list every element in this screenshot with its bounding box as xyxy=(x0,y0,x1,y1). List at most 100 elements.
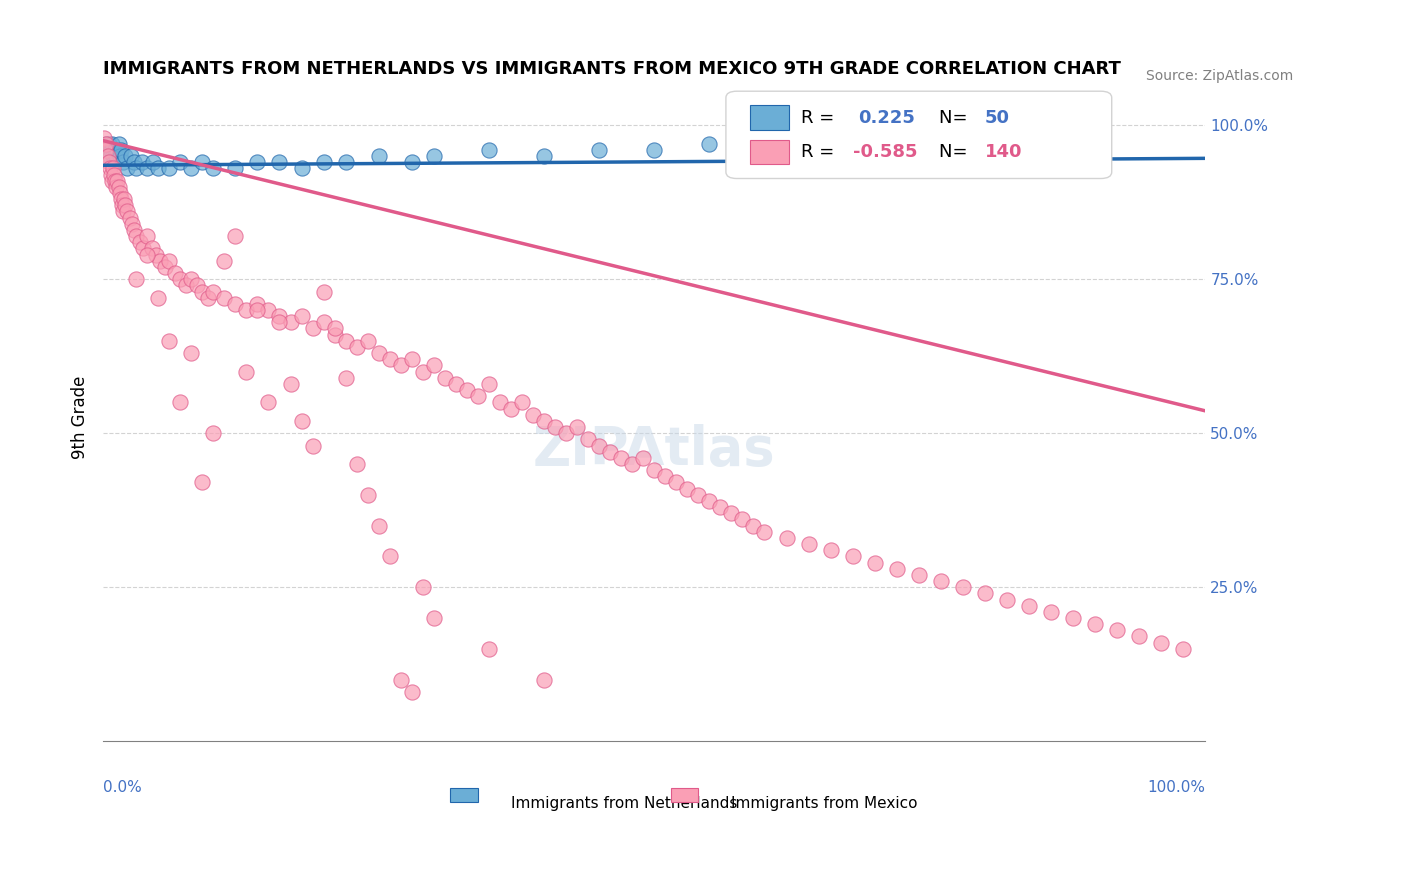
Text: Immigrants from Mexico: Immigrants from Mexico xyxy=(731,797,918,811)
Point xyxy=(863,556,886,570)
Point xyxy=(104,174,127,188)
Point xyxy=(111,155,134,169)
Point xyxy=(169,155,191,169)
Point xyxy=(224,161,246,176)
Point xyxy=(117,161,139,176)
Point xyxy=(132,241,155,255)
Point xyxy=(125,272,148,286)
Text: R =: R = xyxy=(801,143,839,161)
Point xyxy=(96,136,118,151)
Point xyxy=(142,155,165,169)
Point xyxy=(290,414,312,428)
Point xyxy=(290,161,312,176)
Point xyxy=(389,673,412,687)
Point xyxy=(235,365,257,379)
Point xyxy=(929,574,952,588)
Point xyxy=(280,376,302,391)
Point xyxy=(335,155,357,169)
Point xyxy=(633,450,655,465)
Point xyxy=(433,371,456,385)
Point xyxy=(533,149,555,163)
Point xyxy=(111,204,134,219)
Point xyxy=(699,136,721,151)
Point xyxy=(533,673,555,687)
Point xyxy=(257,395,280,409)
Text: 0.225: 0.225 xyxy=(858,110,915,128)
Point xyxy=(886,562,908,576)
Point xyxy=(125,229,148,244)
Point xyxy=(122,223,145,237)
Point xyxy=(907,567,929,582)
Point xyxy=(1084,617,1107,632)
Point xyxy=(169,395,191,409)
Point xyxy=(107,136,129,151)
Point xyxy=(202,161,225,176)
Point xyxy=(754,136,776,151)
Text: -0.585: -0.585 xyxy=(852,143,917,161)
Point xyxy=(522,408,544,422)
Point xyxy=(107,179,129,194)
Point xyxy=(301,438,323,452)
Point xyxy=(478,143,501,157)
Point xyxy=(323,321,346,335)
Point xyxy=(108,149,131,163)
Point xyxy=(643,463,665,477)
Point xyxy=(157,334,180,348)
Point xyxy=(478,641,501,656)
Point xyxy=(148,291,170,305)
Point xyxy=(1062,611,1084,625)
Point xyxy=(699,494,721,508)
Point xyxy=(108,186,131,200)
Point xyxy=(141,241,163,255)
Point xyxy=(918,136,941,151)
Point xyxy=(163,266,186,280)
Point xyxy=(100,143,122,157)
Point xyxy=(312,285,335,299)
Point xyxy=(105,149,128,163)
Point xyxy=(621,457,644,471)
Point xyxy=(149,253,172,268)
Point xyxy=(533,414,555,428)
Point xyxy=(169,272,191,286)
Point xyxy=(335,371,357,385)
Point xyxy=(93,130,115,145)
Point xyxy=(110,192,132,206)
Text: N=: N= xyxy=(939,143,973,161)
Point xyxy=(96,149,118,163)
Point xyxy=(145,247,167,261)
Point xyxy=(224,297,246,311)
Point xyxy=(101,174,124,188)
Point xyxy=(97,155,120,169)
Point xyxy=(246,297,269,311)
Point xyxy=(118,211,141,225)
Text: Immigrants from Netherlands: Immigrants from Netherlands xyxy=(510,797,737,811)
Point xyxy=(117,204,139,219)
Point xyxy=(709,500,731,515)
Point xyxy=(94,143,117,157)
Point xyxy=(423,611,446,625)
Point xyxy=(180,272,202,286)
Point xyxy=(357,488,380,502)
Point xyxy=(186,278,208,293)
Point xyxy=(323,327,346,342)
Point xyxy=(565,420,588,434)
Point xyxy=(444,376,467,391)
Point xyxy=(423,359,446,373)
Point xyxy=(202,285,225,299)
Point xyxy=(510,395,533,409)
Point xyxy=(974,136,997,151)
Point xyxy=(103,168,125,182)
Point xyxy=(122,155,145,169)
Point xyxy=(841,549,863,564)
Point xyxy=(136,247,159,261)
Point xyxy=(367,518,389,533)
Point xyxy=(214,253,236,268)
Point xyxy=(688,488,710,502)
Point xyxy=(114,198,136,212)
Point xyxy=(290,309,312,323)
Point xyxy=(401,685,423,699)
Point xyxy=(489,395,512,409)
Point xyxy=(121,217,143,231)
Point xyxy=(107,143,129,157)
Point xyxy=(301,321,323,335)
